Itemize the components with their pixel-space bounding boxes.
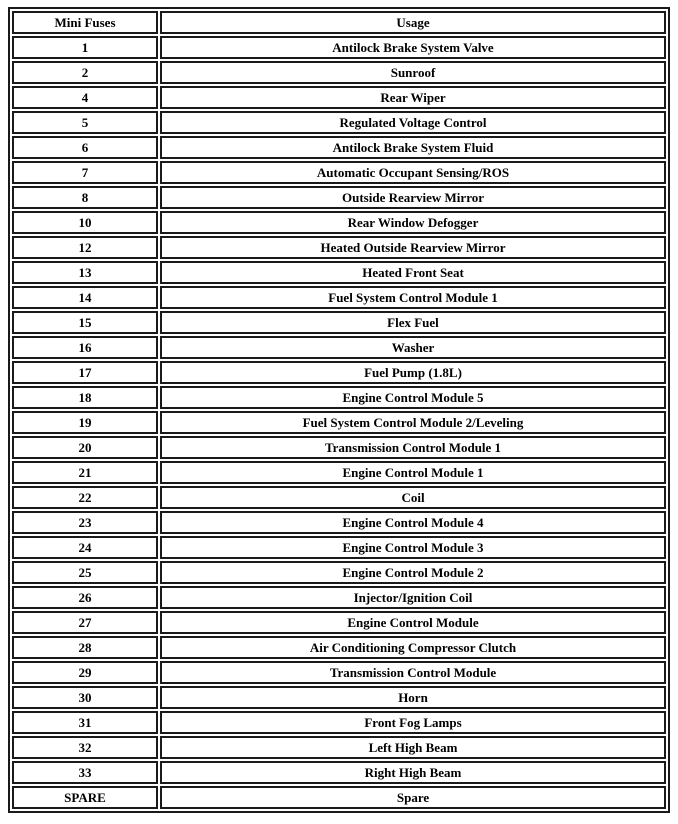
usage-cell: Sunroof (160, 61, 666, 84)
usage-cell: Right High Beam (160, 761, 666, 784)
usage-cell: Transmission Control Module 1 (160, 436, 666, 459)
table-row: 12 Heated Outside Rearview Mirror (12, 236, 666, 259)
fuse-number-cell: 14 (12, 286, 158, 309)
table-row: 22 Coil (12, 486, 666, 509)
fuse-number-cell: 13 (12, 261, 158, 284)
fuse-number-cell: 1 (12, 36, 158, 59)
fuse-number-cell: 25 (12, 561, 158, 584)
fuse-number-cell: 28 (12, 636, 158, 659)
table-row: 27 Engine Control Module (12, 611, 666, 634)
usage-cell: Engine Control Module 4 (160, 511, 666, 534)
usage-cell: Coil (160, 486, 666, 509)
table-row: 10 Rear Window Defogger (12, 211, 666, 234)
table-row: 7 Automatic Occupant Sensing/ROS (12, 161, 666, 184)
usage-cell: Injector/Ignition Coil (160, 586, 666, 609)
table-row: 29 Transmission Control Module (12, 661, 666, 684)
usage-cell: Fuel System Control Module 2/Leveling (160, 411, 666, 434)
usage-cell: Washer (160, 336, 666, 359)
fuse-number-cell: 6 (12, 136, 158, 159)
usage-cell: Heated Front Seat (160, 261, 666, 284)
usage-cell: Fuel System Control Module 1 (160, 286, 666, 309)
fuse-number-cell: 22 (12, 486, 158, 509)
fuse-number-cell: 24 (12, 536, 158, 559)
usage-cell: Transmission Control Module (160, 661, 666, 684)
fuse-number-cell: 7 (12, 161, 158, 184)
table-row: 19 Fuel System Control Module 2/Leveling (12, 411, 666, 434)
table-row: 21 Engine Control Module 1 (12, 461, 666, 484)
table-row: 18 Engine Control Module 5 (12, 386, 666, 409)
table-row: 2 Sunroof (12, 61, 666, 84)
usage-cell: Air Conditioning Compressor Clutch (160, 636, 666, 659)
fuse-number-cell: SPARE (12, 786, 158, 809)
fuse-number-cell: 8 (12, 186, 158, 209)
table-row: 4 Rear Wiper (12, 86, 666, 109)
usage-cell: Rear Wiper (160, 86, 666, 109)
mini-fuses-table: Mini Fuses Usage 1 Antilock Brake System … (8, 7, 670, 813)
usage-cell: Rear Window Defogger (160, 211, 666, 234)
fuse-number-cell: 21 (12, 461, 158, 484)
header-usage: Usage (160, 11, 666, 34)
header-row: Mini Fuses Usage (12, 11, 666, 34)
usage-cell: Left High Beam (160, 736, 666, 759)
table-row: 6 Antilock Brake System Fluid (12, 136, 666, 159)
table-row: 13 Heated Front Seat (12, 261, 666, 284)
table-row: 20 Transmission Control Module 1 (12, 436, 666, 459)
fuse-number-cell: 27 (12, 611, 158, 634)
table-row: 8 Outside Rearview Mirror (12, 186, 666, 209)
table-row: 15 Flex Fuel (12, 311, 666, 334)
table-row: 32 Left High Beam (12, 736, 666, 759)
fuse-number-cell: 2 (12, 61, 158, 84)
usage-cell: Regulated Voltage Control (160, 111, 666, 134)
fuse-number-cell: 16 (12, 336, 158, 359)
usage-cell: Automatic Occupant Sensing/ROS (160, 161, 666, 184)
table-row: 33 Right High Beam (12, 761, 666, 784)
table-row: 25 Engine Control Module 2 (12, 561, 666, 584)
table-row: 30 Horn (12, 686, 666, 709)
table-row: SPARE Spare (12, 786, 666, 809)
fuse-number-cell: 17 (12, 361, 158, 384)
fuse-number-cell: 20 (12, 436, 158, 459)
fuse-number-cell: 33 (12, 761, 158, 784)
fuse-number-cell: 32 (12, 736, 158, 759)
table-row: 1 Antilock Brake System Valve (12, 36, 666, 59)
usage-cell: Heated Outside Rearview Mirror (160, 236, 666, 259)
fuse-number-cell: 30 (12, 686, 158, 709)
usage-cell: Engine Control Module (160, 611, 666, 634)
table-row: 14 Fuel System Control Module 1 (12, 286, 666, 309)
usage-cell: Front Fog Lamps (160, 711, 666, 734)
usage-cell: Spare (160, 786, 666, 809)
header-mini-fuses: Mini Fuses (12, 11, 158, 34)
fuse-number-cell: 26 (12, 586, 158, 609)
table-row: 23 Engine Control Module 4 (12, 511, 666, 534)
fuse-number-cell: 5 (12, 111, 158, 134)
usage-cell: Engine Control Module 2 (160, 561, 666, 584)
table-row: 24 Engine Control Module 3 (12, 536, 666, 559)
table-row: 31 Front Fog Lamps (12, 711, 666, 734)
usage-cell: Outside Rearview Mirror (160, 186, 666, 209)
fuse-number-cell: 4 (12, 86, 158, 109)
table-row: 26 Injector/Ignition Coil (12, 586, 666, 609)
fuse-number-cell: 23 (12, 511, 158, 534)
table-row: 5 Regulated Voltage Control (12, 111, 666, 134)
usage-cell: Engine Control Module 5 (160, 386, 666, 409)
fuse-number-cell: 12 (12, 236, 158, 259)
fuse-number-cell: 18 (12, 386, 158, 409)
usage-cell: Fuel Pump (1.8L) (160, 361, 666, 384)
table-row: 17 Fuel Pump (1.8L) (12, 361, 666, 384)
fuse-number-cell: 29 (12, 661, 158, 684)
usage-cell: Engine Control Module 3 (160, 536, 666, 559)
usage-cell: Flex Fuel (160, 311, 666, 334)
usage-cell: Antilock Brake System Fluid (160, 136, 666, 159)
usage-cell: Horn (160, 686, 666, 709)
usage-cell: Engine Control Module 1 (160, 461, 666, 484)
fuse-number-cell: 31 (12, 711, 158, 734)
usage-cell: Antilock Brake System Valve (160, 36, 666, 59)
fuse-number-cell: 10 (12, 211, 158, 234)
table-row: 28 Air Conditioning Compressor Clutch (12, 636, 666, 659)
fuse-number-cell: 19 (12, 411, 158, 434)
table-row: 16 Washer (12, 336, 666, 359)
fuse-number-cell: 15 (12, 311, 158, 334)
